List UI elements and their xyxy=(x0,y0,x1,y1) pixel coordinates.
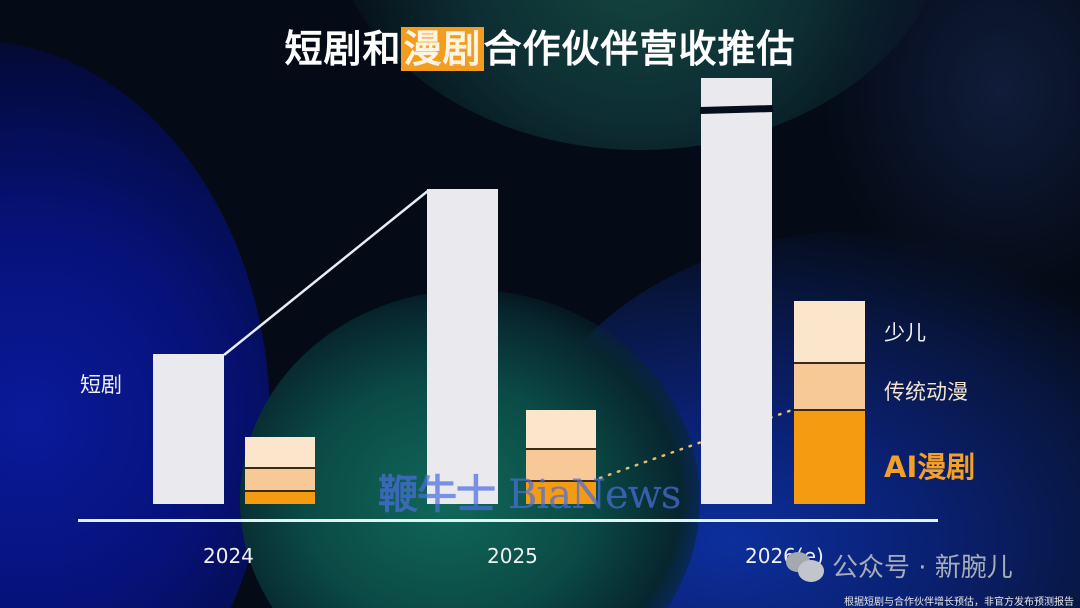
segment-divider xyxy=(245,490,315,492)
axis-break-mark xyxy=(700,105,773,114)
segment-divider xyxy=(526,448,596,450)
segment-divider xyxy=(794,362,865,364)
watermark-cn: 鞭牛士 xyxy=(378,471,496,518)
bar-short-drama-2024 xyxy=(153,354,224,504)
x-tick-2025: 2025 xyxy=(487,544,538,568)
wechat-icon xyxy=(786,550,826,582)
wechat-account-name: 公众号 · 新腕儿 xyxy=(832,553,1013,583)
legend-traditional-animation: 传统动漫 xyxy=(884,380,968,404)
segment-traditional-animation xyxy=(794,363,865,410)
segment-kids xyxy=(526,410,596,449)
bar-short-drama-2025 xyxy=(427,189,498,504)
legend-ai-comic-drama: AI漫剧 xyxy=(884,450,976,484)
chart-title: 短剧和漫剧合作伙伴营收推估 xyxy=(0,18,1080,73)
bar-stack-comic-2024 xyxy=(245,437,315,504)
background-blob-blue xyxy=(0,40,270,608)
watermark-en: BiaNews xyxy=(507,472,681,518)
footnote: 根据短剧与合作伙伴增长预估，非官方发布预测报告 xyxy=(844,597,1074,608)
segment-ai-comic-drama xyxy=(794,410,865,504)
legend-kids: 少儿 xyxy=(884,321,926,345)
x-tick-2024: 2024 xyxy=(203,544,254,568)
series-label-short-drama: 短剧 xyxy=(80,373,122,397)
segment-traditional-animation xyxy=(245,468,315,491)
segment-traditional-animation xyxy=(526,449,596,481)
bar-stack-comic-2026e xyxy=(794,301,865,504)
watermark: 鞭牛士 BiaNews xyxy=(378,462,681,520)
title-prefix: 短剧和 xyxy=(284,27,402,71)
segment-ai-comic-drama xyxy=(245,491,315,504)
wechat-source-badge: 公众号 · 新腕儿 xyxy=(786,547,1013,584)
segment-divider xyxy=(526,480,596,482)
bar-short-drama-2026e xyxy=(700,78,773,504)
segment-divider xyxy=(245,467,315,469)
title-suffix: 合作伙伴营收推估 xyxy=(483,27,796,71)
title-highlight: 漫剧 xyxy=(401,27,484,71)
segment-kids xyxy=(794,301,865,363)
segment-divider xyxy=(794,409,865,411)
bar-stack-comic-2025 xyxy=(526,410,596,504)
x-axis-baseline xyxy=(78,519,938,522)
segment-ai-comic-drama xyxy=(526,481,596,504)
segment-kids xyxy=(245,437,315,468)
